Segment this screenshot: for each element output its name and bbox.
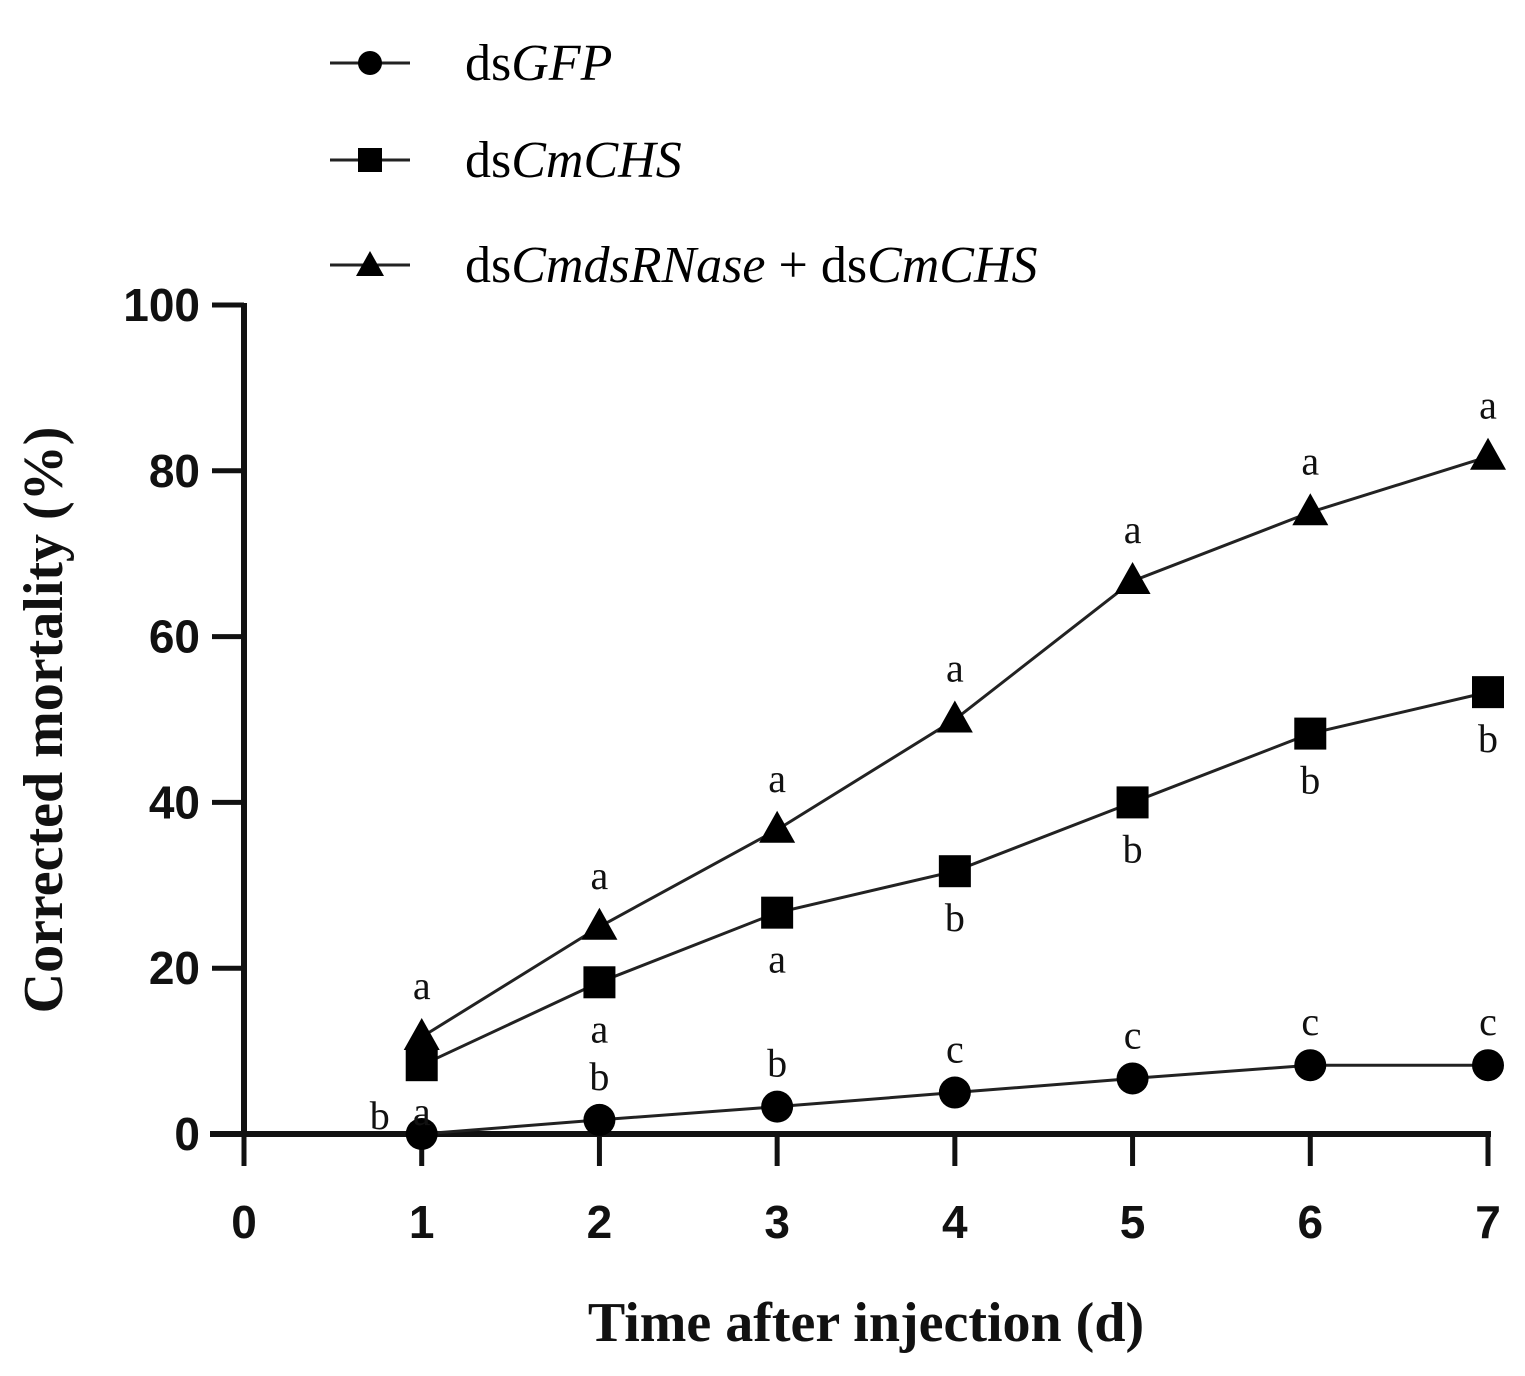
- data-point-circle: [1116, 1062, 1149, 1095]
- y-tick-label: 0: [174, 1108, 200, 1160]
- x-tick-label: 1: [409, 1196, 435, 1248]
- legend-label-dscmchs: dsCmCHS: [465, 132, 682, 189]
- x-tick-label: 7: [1475, 1196, 1501, 1248]
- significance-label: c: [1301, 999, 1319, 1044]
- data-point-triangle: [1470, 437, 1506, 470]
- legend-label-dscmdsrnase-dscmchs: dsCmdsRNase + dsCmCHS: [465, 237, 1038, 294]
- x-tick-label: 5: [1120, 1196, 1146, 1248]
- significance-label: a: [1124, 507, 1142, 552]
- legend-marker-square: [358, 148, 382, 172]
- legend-marker-circle: [358, 51, 382, 75]
- data-point-triangle: [403, 1018, 440, 1051]
- data-point-circle: [938, 1076, 971, 1109]
- data-point-square: [405, 1049, 438, 1082]
- significance-label: a: [1479, 383, 1497, 428]
- x-tick-label: 3: [764, 1196, 790, 1248]
- legend-item-dsgfp: dsGFP: [330, 35, 612, 92]
- series-dscmchs: [405, 676, 1504, 1082]
- significance-label: b: [1478, 716, 1498, 761]
- significance-label: a: [591, 1006, 609, 1051]
- y-tick-label: 80: [149, 445, 200, 497]
- data-point-triangle: [581, 907, 618, 940]
- y-tick-label: 100: [123, 279, 200, 331]
- y-axis-title: Corrected mortality (%): [13, 427, 75, 1014]
- significance-label: a: [413, 963, 431, 1008]
- legend: dsGFP dsCmCHS dsCmdsRNase + dsCmCHS: [330, 35, 1038, 294]
- data-point-circle: [761, 1090, 794, 1123]
- significance-label: a: [1301, 438, 1319, 483]
- significance-label: a: [946, 646, 964, 691]
- x-axis-title: Time after injection (d): [588, 1292, 1144, 1354]
- data-point-triangle: [1114, 562, 1151, 595]
- data-point-square: [1116, 786, 1149, 819]
- series-line: [420, 455, 1489, 1039]
- significance-label: b: [1123, 826, 1143, 871]
- significance-label: c: [1479, 999, 1497, 1044]
- plot-series: [403, 437, 1506, 1150]
- x-tick-label: 6: [1297, 1196, 1323, 1248]
- significance-label: b: [767, 1041, 787, 1086]
- data-point-circle: [405, 1118, 438, 1150]
- significance-label: a: [413, 1089, 431, 1134]
- significance-label: a: [768, 937, 786, 982]
- significance-label: b: [370, 1093, 390, 1138]
- legend-item-dscmdsrnase-dscmchs: dsCmdsRNase + dsCmCHS: [330, 237, 1038, 294]
- x-tick-label: 4: [942, 1196, 968, 1248]
- y-tick-label: 60: [149, 611, 200, 663]
- x-tick-label: 0: [231, 1196, 257, 1248]
- legend-label-dsgfp: dsGFP: [465, 35, 612, 92]
- series-dsgfp: [405, 1049, 1504, 1150]
- significance-label: a: [768, 756, 786, 801]
- data-point-square: [1472, 676, 1504, 709]
- significance-label: a: [591, 853, 609, 898]
- x-tick-label: 2: [587, 1196, 613, 1248]
- data-point-triangle: [1292, 493, 1329, 526]
- y-tick-label: 20: [149, 942, 200, 994]
- series-dscmdsrnase-dscmchs: [403, 437, 1506, 1051]
- significance-label: c: [946, 1027, 964, 1072]
- y-ticks: 0 20 40 60 80 100: [123, 279, 244, 1160]
- significance-label: b: [589, 1054, 609, 1099]
- data-point-circle: [1472, 1049, 1504, 1082]
- data-point-square: [1294, 717, 1327, 750]
- data-point-square: [583, 966, 616, 999]
- data-point-triangle: [759, 810, 796, 843]
- legend-item-dscmchs: dsCmCHS: [330, 132, 682, 189]
- data-point-triangle: [936, 700, 973, 733]
- data-point-square: [761, 896, 794, 929]
- x-ticks: 0 1 2 3 4 5 6 7: [231, 1134, 1501, 1248]
- significance-label: c: [1124, 1012, 1142, 1057]
- data-point-square: [938, 855, 971, 888]
- data-point-circle: [583, 1103, 616, 1136]
- y-tick-label: 40: [149, 776, 200, 828]
- significance-label: b: [1300, 758, 1320, 803]
- legend-marker-triangle: [356, 251, 384, 276]
- significance-label: b: [945, 895, 965, 940]
- data-point-circle: [1294, 1049, 1327, 1082]
